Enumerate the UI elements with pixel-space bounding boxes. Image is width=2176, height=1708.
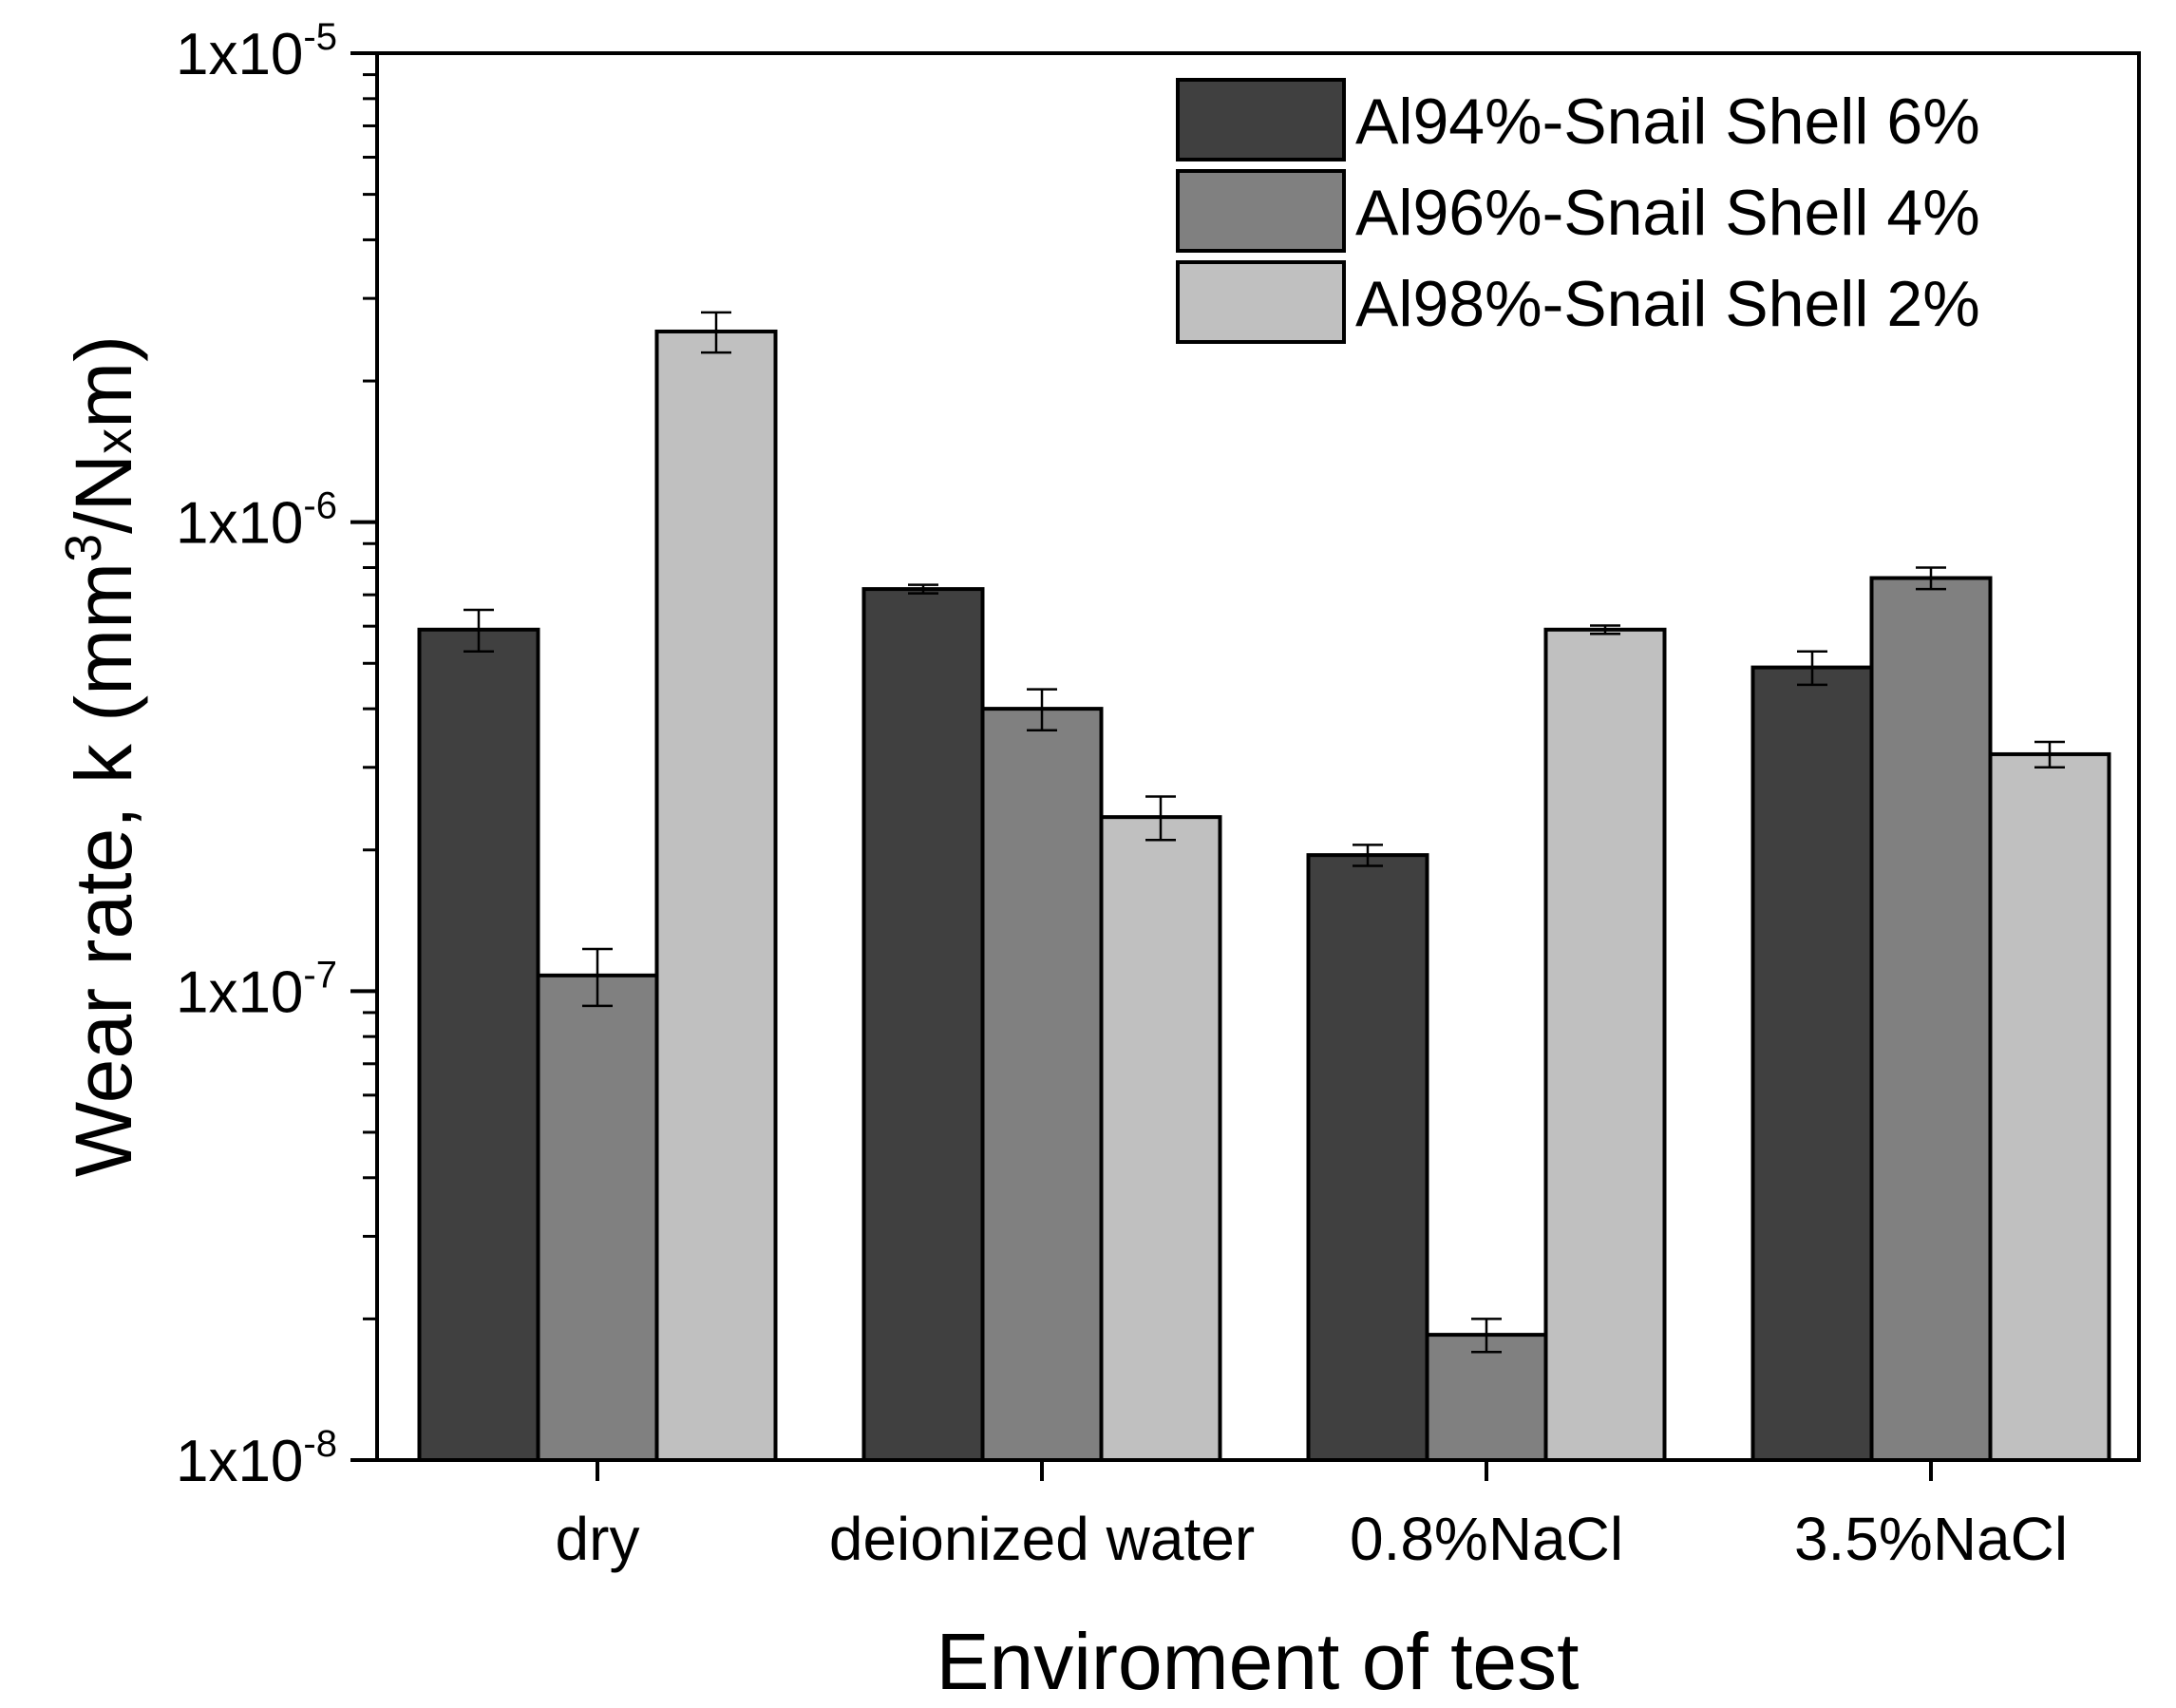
y-tick-label: 1x10-5: [176, 16, 337, 87]
legend-label: Al98%-Snail Shell 2%: [1355, 268, 1980, 340]
y-axis-title-small: x: [85, 428, 142, 454]
legend-swatch: [1176, 169, 1346, 253]
bar: [980, 707, 1104, 1462]
y-axis-title-end: m): [59, 335, 148, 428]
y-axis-title-main: Wear rate, k (mm: [59, 562, 148, 1177]
bar: [861, 587, 985, 1462]
x-tick-label: deionized water: [829, 1505, 1255, 1573]
bar: [1425, 1333, 1548, 1462]
bar: [1750, 665, 1874, 1462]
y-axis-title: Wear rate, k (mm3/Nxm): [55, 335, 148, 1177]
bar: [1099, 815, 1222, 1462]
y-tick-label: 1x10-6: [176, 485, 337, 557]
bar: [1306, 853, 1429, 1462]
y-axis-title-sup: 3: [55, 534, 112, 562]
error-bars-layer: [464, 311, 2065, 1354]
bars-layer: [417, 329, 2111, 1463]
bar: [536, 973, 659, 1462]
bar: [1869, 576, 1993, 1462]
legend-swatch: [1176, 78, 1346, 161]
bar: [1988, 751, 2111, 1462]
y-tick-label: 1x10-8: [176, 1423, 337, 1494]
bar: [1543, 627, 1667, 1462]
bar: [417, 627, 540, 1462]
legend-label: Al94%-Snail Shell 6%: [1355, 85, 1980, 158]
x-axis-title: Enviroment of test: [937, 1617, 1580, 1706]
legend: Al94%-Snail Shell 6% Al96%-Snail Shell 4%…: [1176, 78, 1980, 344]
x-tick-label: dry: [556, 1505, 640, 1573]
x-axis-ticks: dry deionized water 0.8%NaCl 3.5%NaCl: [556, 1460, 2068, 1573]
x-tick-label: 3.5%NaCl: [1794, 1505, 2068, 1573]
x-tick-label: 0.8%NaCl: [1350, 1505, 1623, 1573]
y-tick-label: 1x10-7: [176, 954, 337, 1025]
y-axis-ticks: 1x10-8 1x10-7 1x10-6 1x10-5: [176, 16, 377, 1494]
plot-frame: [375, 51, 2141, 1462]
legend-swatch: [1176, 260, 1346, 344]
legend-label: Al96%-Snail Shell 4%: [1355, 177, 1980, 249]
bar: [654, 329, 778, 1463]
y-axis-title-mid: /N: [59, 454, 148, 534]
